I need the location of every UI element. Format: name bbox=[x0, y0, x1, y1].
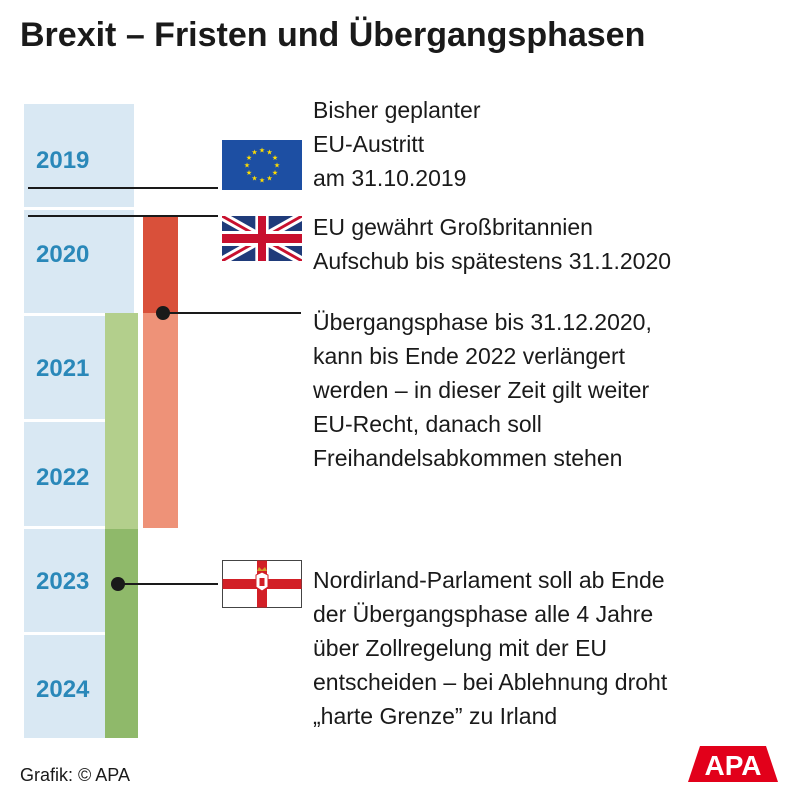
eu-star-icon: ★ bbox=[266, 149, 272, 157]
eu-star-icon: ★ bbox=[251, 175, 257, 183]
eu-star-icon: ★ bbox=[272, 154, 278, 162]
note-extension: EU gewährt Großbritannien Aufschub bis s… bbox=[313, 214, 672, 274]
uk-flag-icon bbox=[222, 216, 302, 261]
eu-star-icon: ★ bbox=[266, 175, 272, 183]
eu-star-icon: ★ bbox=[246, 154, 252, 162]
connector-line-eu-exit bbox=[28, 187, 218, 189]
eu-star-icon: ★ bbox=[251, 149, 257, 157]
apa-logo: APA bbox=[688, 746, 778, 782]
eu-flag-icon: ★ ★ ★ ★ ★ ★ ★ ★ ★ ★ ★ ★ bbox=[222, 140, 302, 190]
year-label: 2021 bbox=[36, 355, 90, 382]
northern-ireland-flag-icon bbox=[222, 560, 302, 608]
transition-green-bar bbox=[105, 313, 138, 529]
year-label: 2022 bbox=[36, 464, 90, 491]
note-northern-ireland: Nordirland-Parlament soll ab Ende der Üb… bbox=[313, 567, 668, 729]
eu-star-icon: ★ bbox=[274, 162, 280, 170]
note-eu-exit: Bisher geplanter EU-Austritt am 31.10.20… bbox=[313, 97, 481, 191]
extension-bar bbox=[143, 216, 178, 313]
northern-ireland-marker-dot bbox=[111, 577, 125, 591]
eu-star-icon: ★ bbox=[246, 169, 252, 177]
eu-star-icon: ★ bbox=[259, 177, 265, 185]
year-cell-2019 bbox=[24, 104, 134, 207]
apa-logo-text: APA bbox=[704, 750, 761, 781]
eu-star-icon: ★ bbox=[272, 169, 278, 177]
year-label: 2020 bbox=[36, 241, 90, 268]
year-label: 2023 bbox=[36, 568, 90, 595]
year-label: 2019 bbox=[36, 147, 90, 174]
eu-star-icon: ★ bbox=[259, 147, 265, 155]
transition-marker-dot bbox=[156, 306, 170, 320]
transition-bar bbox=[143, 313, 178, 528]
northern-ireland-bar bbox=[105, 529, 138, 738]
connector-line-northern-ireland bbox=[118, 583, 218, 585]
page-title: Brexit – Fristen und Übergangsphasen bbox=[20, 16, 646, 54]
connector-line-transition bbox=[163, 312, 301, 314]
eu-star-icon: ★ bbox=[244, 162, 250, 170]
connector-line-extension bbox=[28, 215, 218, 217]
year-label: 2024 bbox=[36, 676, 90, 703]
note-transition: Übergangsphase bis 31.12.2020, kann bis … bbox=[313, 309, 652, 471]
credit-footer: Grafik: © APA bbox=[20, 765, 130, 785]
year-cell-2020 bbox=[24, 210, 134, 313]
